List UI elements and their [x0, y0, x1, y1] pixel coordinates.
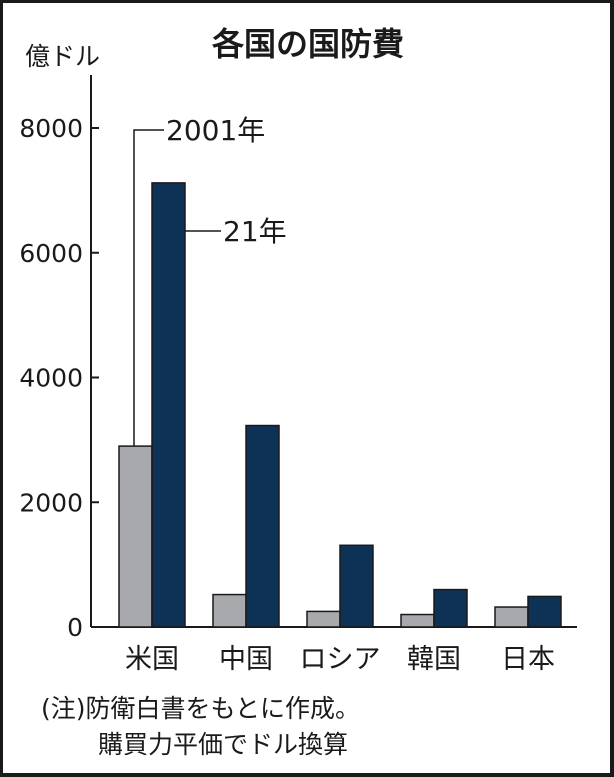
bar-y2001-1: [212, 593, 247, 628]
bar-y2021-4: [527, 595, 562, 628]
x-axis-categories: 米国 中国 ロシア 韓国 日本: [125, 644, 555, 675]
bar-y2001-2: [306, 610, 341, 628]
category-label: ロシア: [300, 644, 381, 675]
source-note: (注)防衛白書をもとに作成。: [41, 694, 361, 723]
legend-leader-2001: [133, 129, 164, 447]
chart-frame: 各国の国防費 億ドル 0 2000 4000 6000 8000 米国 中国 ロシア 韓国 日本…: [3, 3, 610, 773]
method-note: 購買力平価でドル換算: [98, 730, 349, 759]
legend-callouts: 2001年 21年: [133, 114, 287, 447]
legend-label-2021: 21年: [223, 215, 287, 248]
category-label: 日本: [501, 644, 555, 675]
y-axis-ticks: 0 2000 4000 6000 8000: [19, 114, 99, 642]
bar-y2001-0: [118, 445, 153, 628]
chart-title: 各国の国防費: [212, 25, 404, 63]
bar-y2021-0: [151, 182, 186, 628]
y-tick-label: 2000: [19, 488, 83, 517]
category-label: 中国: [219, 644, 273, 675]
bar-y2021-2: [339, 544, 374, 628]
bars: [118, 182, 562, 628]
bar-chart: 各国の国防費 億ドル 0 2000 4000 6000 8000 米国 中国 ロシア 韓国 日本…: [19, 25, 577, 675]
legend-label-2001: 2001年: [166, 114, 265, 147]
y-tick-label: 0: [67, 613, 83, 642]
y-tick-label: 6000: [19, 239, 83, 268]
bar-y2001-4: [494, 606, 529, 628]
y-tick-label: 4000: [19, 364, 83, 393]
bar-y2021-3: [433, 588, 468, 628]
bar-y2001-3: [400, 613, 435, 628]
bar-y2021-1: [245, 424, 280, 628]
category-label: 韓国: [407, 644, 461, 675]
category-label: 米国: [125, 644, 179, 675]
y-tick-label: 8000: [19, 114, 83, 143]
y-axis-unit-label: 億ドル: [25, 42, 100, 71]
